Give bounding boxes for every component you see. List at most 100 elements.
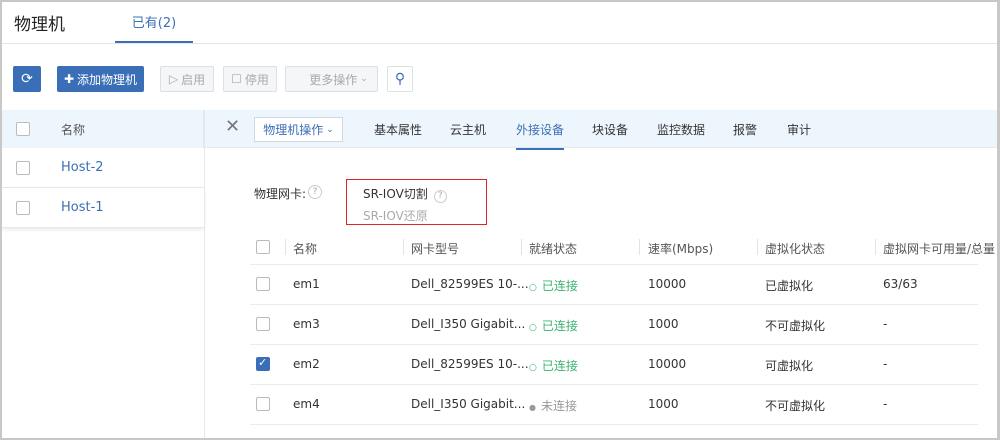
- more-actions-button[interactable]: 更多操作 ⌄: [285, 66, 378, 92]
- column-virt-status: 虚拟化状态: [765, 242, 826, 256]
- divider: [250, 264, 978, 265]
- row-checkbox[interactable]: [16, 161, 30, 175]
- divider: [250, 304, 978, 305]
- row-checkbox[interactable]: [256, 397, 270, 411]
- column-speed: 速率(Mbps): [648, 242, 714, 256]
- stop-icon: ☐: [231, 72, 242, 86]
- column-separator: [403, 239, 404, 255]
- tab-vms[interactable]: 云主机: [450, 123, 487, 137]
- nic-virt-status: 不可虚拟化: [765, 319, 826, 333]
- tab-basic[interactable]: 基本属性: [374, 123, 423, 137]
- nic-model: Dell_82599ES 10-...: [411, 277, 529, 291]
- tab-monitoring[interactable]: 监控数据: [657, 123, 706, 137]
- status-dot-icon: ○: [529, 363, 537, 373]
- refresh-icon: ⟳: [21, 71, 33, 87]
- select-all-checkbox[interactable]: [16, 122, 30, 136]
- nic-name: em2: [293, 357, 320, 371]
- sriov-split-label: SR-IOV切割: [363, 187, 428, 201]
- more-label: 更多操作: [309, 72, 358, 87]
- chevron-down-icon: ⌄: [326, 124, 334, 135]
- nic-vnic-availability: -: [883, 357, 888, 371]
- nic-virt-status: 可虚拟化: [765, 359, 814, 373]
- tab-external-devices[interactable]: 外接设备: [516, 121, 565, 150]
- check-icon: ✓: [258, 356, 268, 369]
- enable-label: 启用: [181, 72, 206, 87]
- column-vnic-availability: 虚拟网卡可用量/总量: [883, 242, 996, 256]
- tab-audit[interactable]: 审计: [787, 123, 812, 137]
- list-header: 名称: [2, 110, 204, 148]
- nic-status: ● 未连接: [529, 397, 577, 414]
- select-all-nic-checkbox[interactable]: [256, 240, 270, 254]
- tab-alarms[interactable]: 报警: [733, 123, 758, 137]
- nic-speed: 1000: [648, 397, 679, 411]
- row-checkbox[interactable]: [256, 277, 270, 291]
- nic-vnic-availability: -: [883, 317, 888, 331]
- nic-name: em4: [293, 397, 320, 411]
- nic-model: Dell_82599ES 10-...: [411, 357, 529, 371]
- status-text: 未连接: [540, 399, 577, 413]
- nic-virt-status: 已虚拟化: [765, 279, 814, 293]
- search-button[interactable]: ⚲: [387, 66, 413, 92]
- plus-icon: ✚: [63, 72, 75, 86]
- column-separator: [875, 239, 876, 255]
- column-model: 网卡型号: [411, 242, 460, 256]
- column-separator: [521, 239, 522, 255]
- add-host-button[interactable]: ✚ 添加物理机: [57, 66, 144, 92]
- chevron-down-icon: ⌄: [360, 74, 368, 84]
- page-title: 物理机: [14, 15, 65, 35]
- host-ops-label: 物理机操作: [263, 123, 324, 137]
- nic-vnic-availability: 63/63: [883, 277, 918, 291]
- disable-button[interactable]: ☐ 停用: [223, 66, 277, 92]
- nic-speed: 1000: [648, 317, 679, 331]
- nic-name: em1: [293, 277, 320, 291]
- add-host-label: 添加物理机: [77, 72, 138, 87]
- list-item-host-1[interactable]: Host-1: [2, 188, 204, 228]
- sriov-menu: SR-IOV切割? SR-IOV还原: [346, 179, 487, 225]
- list-item-host-2[interactable]: Host-2: [2, 148, 204, 188]
- nic-virt-status: 不可虚拟化: [765, 399, 826, 413]
- column-separator: [757, 239, 758, 255]
- search-icon: ⚲: [394, 71, 406, 87]
- status-dot-icon: ●: [529, 403, 536, 412]
- row-checkbox[interactable]: ✓: [256, 356, 270, 371]
- divider: [250, 424, 978, 425]
- row-checkbox[interactable]: [16, 201, 30, 215]
- nic-label: 物理网卡:: [254, 187, 307, 201]
- menu-item-sriov-split[interactable]: SR-IOV切割?: [363, 185, 447, 203]
- divider: [250, 384, 978, 385]
- help-icon[interactable]: ?: [308, 185, 322, 199]
- status-dot-icon: ○: [529, 283, 537, 293]
- refresh-button[interactable]: ⟳: [13, 66, 41, 92]
- menu-item-sriov-restore[interactable]: SR-IOV还原: [363, 209, 428, 223]
- nic-model: Dell_I350 Gigabit...: [411, 317, 526, 331]
- help-icon[interactable]: ?: [433, 190, 447, 203]
- nic-status: ○ 已连接: [529, 277, 578, 294]
- nic-speed: 10000: [648, 277, 687, 291]
- nic-name: em3: [293, 317, 320, 331]
- column-status: 就绪状态: [529, 242, 578, 256]
- panel-divider: [204, 110, 205, 440]
- host-name[interactable]: Host-1: [61, 200, 104, 215]
- play-icon: ▷: [168, 72, 179, 86]
- host-ops-dropdown[interactable]: 物理机操作 ⌄: [254, 117, 343, 142]
- disable-label: 停用: [244, 72, 269, 87]
- nic-status: ○ 已连接: [529, 357, 578, 374]
- column-separator: [285, 239, 286, 255]
- status-text: 已连接: [541, 359, 578, 373]
- column-name: 名称: [293, 242, 318, 256]
- close-icon[interactable]: ✕: [225, 116, 241, 137]
- status-dot-icon: ○: [529, 323, 537, 333]
- nic-speed: 10000: [648, 357, 687, 371]
- host-name[interactable]: Host-2: [61, 160, 104, 175]
- nic-vnic-availability: -: [883, 397, 888, 411]
- status-text: 已连接: [541, 319, 578, 333]
- column-separator: [639, 239, 640, 255]
- row-checkbox[interactable]: [256, 317, 270, 331]
- tab-block-devices[interactable]: 块设备: [592, 123, 629, 137]
- tab-existing[interactable]: 已有(2): [115, 12, 193, 43]
- column-name: 名称: [61, 123, 86, 137]
- nic-model: Dell_I350 Gigabit...: [411, 397, 526, 411]
- enable-button[interactable]: ▷ 启用: [160, 66, 214, 92]
- nic-status: ○ 已连接: [529, 317, 578, 334]
- status-text: 已连接: [541, 279, 578, 293]
